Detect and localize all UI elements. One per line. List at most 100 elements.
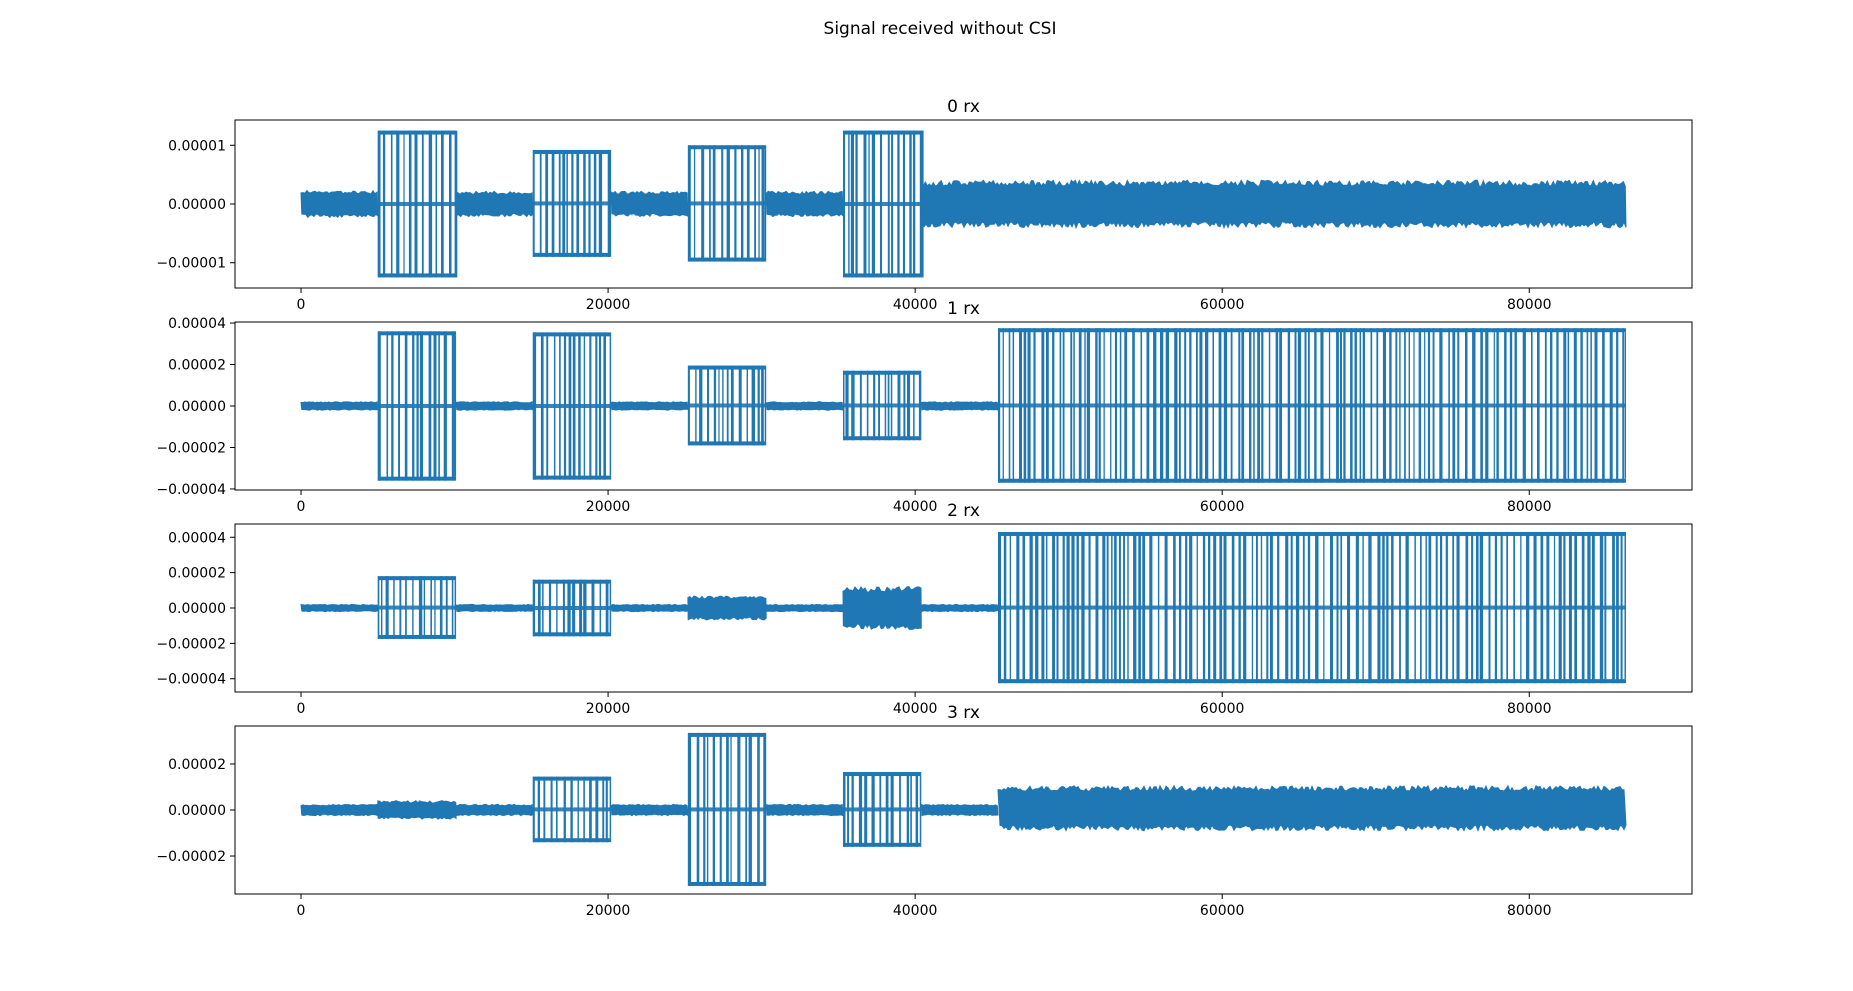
- x-tick-label: 0: [297, 903, 306, 919]
- burst-transition: [1111, 531, 1113, 684]
- burst-transition: [1202, 531, 1206, 684]
- signal-segment: [920, 803, 999, 817]
- burst-transition: [570, 776, 573, 843]
- signal-segment: [920, 603, 999, 613]
- burst-transition: [567, 579, 571, 637]
- burst-transition: [562, 149, 566, 257]
- burst-transition: [576, 149, 580, 257]
- burst-transition: [1002, 328, 1004, 483]
- signal-segment: [300, 401, 379, 411]
- subplot-0: 0 rx 0 20000 40000 60000 80000 −0.00001 0.00000…: [156, 97, 1693, 313]
- burst-transition: [578, 332, 581, 480]
- burst-transition: [871, 772, 875, 847]
- burst-transition: [385, 576, 389, 639]
- burst-transition: [1336, 328, 1339, 483]
- burst-transition: [377, 331, 381, 481]
- burst-edge-left: [687, 149, 690, 258]
- burst-transition: [712, 732, 716, 886]
- burst-edge-right: [609, 780, 612, 839]
- burst-transition: [1078, 328, 1082, 483]
- burst-transition: [1059, 328, 1062, 483]
- burst-transition: [763, 732, 766, 886]
- burst-transition: [726, 732, 729, 886]
- burst-top-rail: [842, 130, 922, 135]
- burst-transition: [1208, 531, 1211, 684]
- burst-transition: [845, 370, 849, 441]
- burst-transition: [1165, 328, 1169, 483]
- burst-transition: [701, 145, 705, 262]
- burst-transition: [1098, 328, 1101, 483]
- burst-transition: [1616, 531, 1619, 684]
- burst-transition: [1616, 328, 1619, 483]
- burst-transition: [1496, 328, 1499, 483]
- burst-transition: [1580, 328, 1583, 483]
- burst-transition: [1546, 531, 1550, 684]
- x-tick-label: 0: [297, 297, 306, 313]
- burst-transition: [1382, 328, 1386, 483]
- burst-transition: [403, 130, 405, 278]
- subplot-title: 0 rx: [947, 97, 980, 117]
- burst-transition: [912, 130, 916, 278]
- burst-transition: [1563, 531, 1566, 684]
- burst-transition: [1179, 328, 1181, 483]
- signal-segment: [455, 603, 534, 613]
- burst-transition: [737, 732, 741, 886]
- y-tick-label: −0.00002: [156, 849, 226, 865]
- burst-transition: [1382, 531, 1385, 684]
- burst-edge-right: [1624, 535, 1626, 680]
- burst-transition: [1230, 328, 1233, 483]
- burst-transition: [864, 772, 868, 847]
- burst-transition: [1540, 531, 1544, 684]
- burst-transition: [1500, 531, 1503, 684]
- burst-transition: [1114, 531, 1117, 684]
- burst-transition: [1033, 328, 1036, 483]
- burst-transition: [602, 776, 605, 843]
- burst-transition: [433, 331, 437, 481]
- burst-transition: [1435, 531, 1438, 684]
- burst-transition: [1277, 531, 1280, 684]
- burst-transition: [878, 370, 880, 441]
- burst-transition: [722, 365, 724, 446]
- x-tick-label: 80000: [1507, 701, 1552, 717]
- burst-transition: [1238, 531, 1241, 684]
- burst-transition: [891, 130, 894, 278]
- x-tick-label: 40000: [893, 903, 938, 919]
- burst-transition: [1368, 531, 1372, 684]
- noise-band: [300, 401, 379, 411]
- burst-transition: [1526, 531, 1530, 684]
- noise-band: [687, 595, 767, 621]
- signal-segment: [610, 401, 689, 411]
- burst-transition: [434, 576, 436, 639]
- burst-transition: [1153, 328, 1157, 483]
- x-tick-label: 80000: [1507, 297, 1552, 313]
- burst-transition: [1160, 328, 1164, 483]
- burst-transition: [1340, 328, 1342, 483]
- burst-bottom-rail: [998, 478, 1626, 483]
- burst-transition: [1362, 328, 1365, 483]
- burst-transition: [910, 772, 912, 847]
- burst-transition: [918, 370, 921, 441]
- burst-edge-left: [998, 535, 1000, 680]
- burst-transition: [1465, 328, 1468, 483]
- x-tick-label: 80000: [1507, 499, 1552, 515]
- burst-transition: [1424, 328, 1426, 483]
- burst-transition: [1184, 328, 1187, 483]
- burst-transition: [1140, 328, 1143, 483]
- burst-transition: [1260, 531, 1263, 684]
- burst-transition: [746, 145, 750, 262]
- burst-transition: [1573, 328, 1577, 483]
- burst-transition: [1290, 531, 1293, 684]
- burst-transition: [1302, 531, 1305, 684]
- burst-transition: [1432, 328, 1435, 483]
- burst-transition: [1439, 328, 1443, 483]
- noise-band: [765, 603, 844, 613]
- burst-transition: [1027, 328, 1031, 483]
- burst-transition: [699, 365, 703, 446]
- burst-transition: [1199, 328, 1203, 483]
- burst-transition: [559, 332, 561, 480]
- burst-transition: [1012, 328, 1015, 483]
- noise-band: [920, 401, 999, 411]
- burst-bottom-rail: [377, 634, 457, 639]
- burst-transition: [603, 332, 606, 480]
- burst-transition: [858, 772, 863, 847]
